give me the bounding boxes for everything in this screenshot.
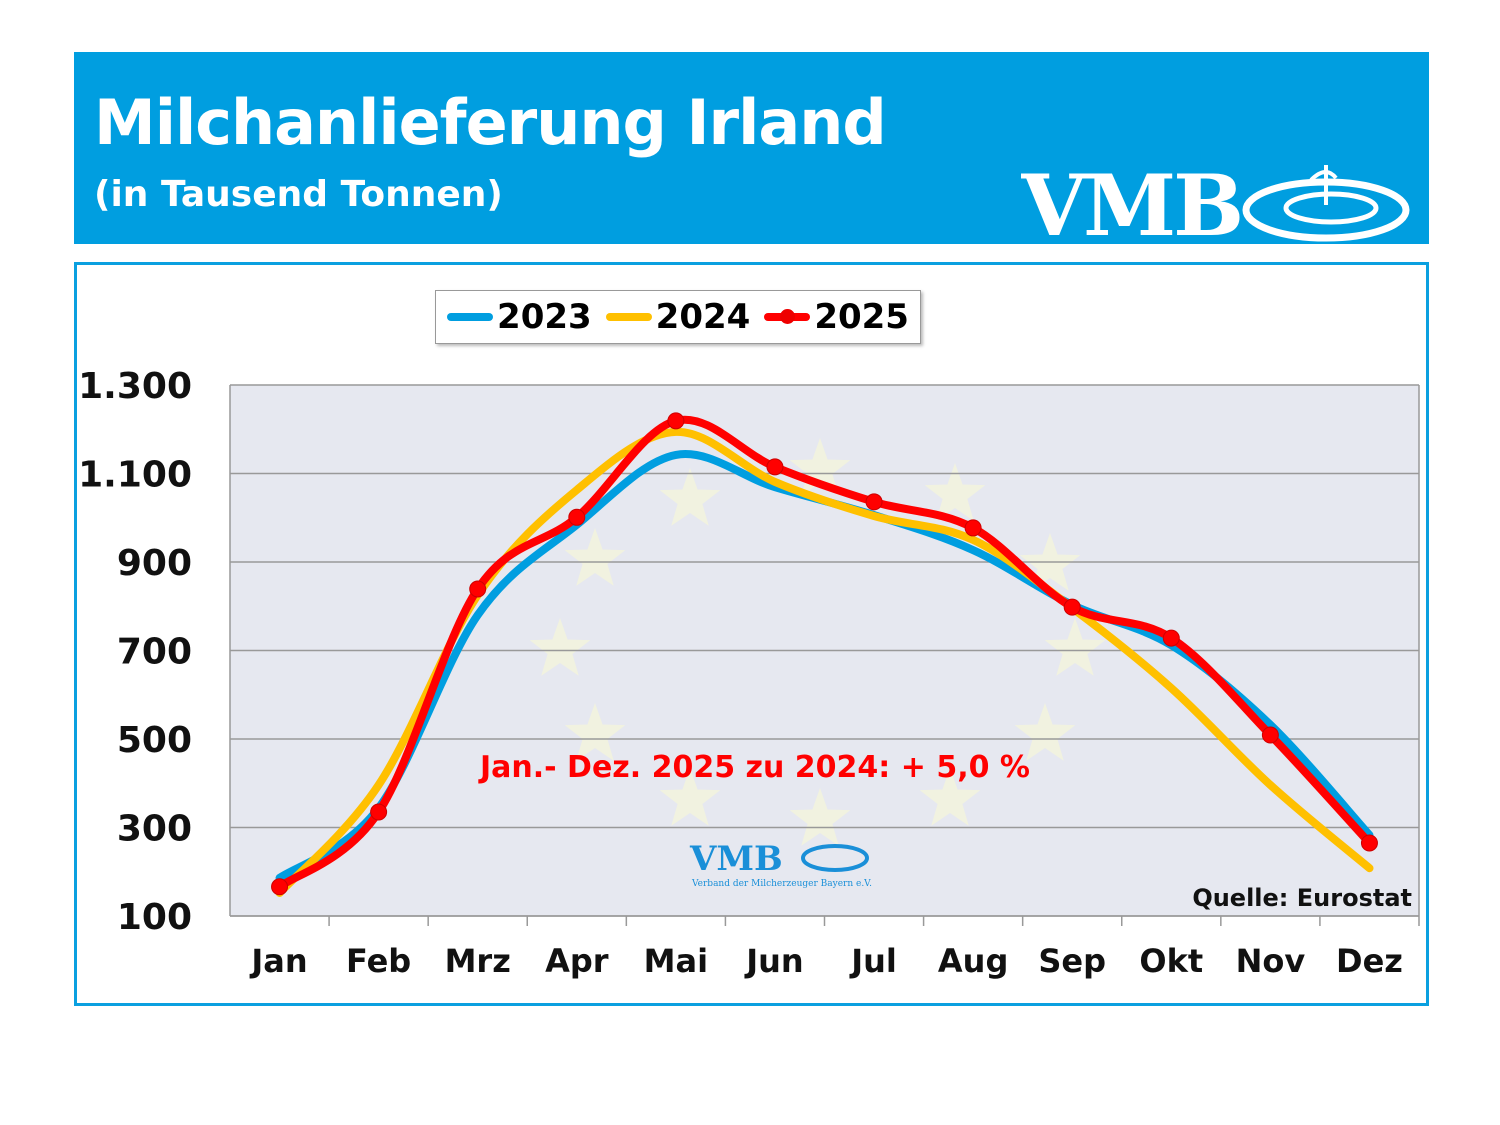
legend-item-2023: 2023	[447, 297, 592, 337]
legend-label: 2023	[497, 297, 592, 337]
vmb-logo: VMB	[1021, 160, 1421, 244]
eu-star-icon	[924, 463, 986, 521]
data-point-2025	[271, 878, 289, 896]
data-point-2025	[667, 412, 685, 430]
x-tick-label: Jul	[849, 942, 897, 980]
chart-subtitle: (in Tausend Tonnen)	[94, 174, 503, 215]
watermark-logo: VMB	[689, 839, 783, 879]
x-tick-label: Dez	[1336, 942, 1403, 980]
eu-star-icon	[789, 438, 851, 496]
source-label: Quelle: Eurostat	[1192, 884, 1412, 912]
legend-item-2024: 2024	[605, 297, 751, 337]
eu-star-icon	[919, 768, 981, 826]
x-tick-label: Mai	[644, 942, 708, 980]
x-tick-label: Aug	[938, 942, 1008, 980]
data-point-2025	[766, 458, 784, 476]
data-point-2025	[964, 519, 982, 537]
eu-star-icon	[789, 788, 851, 846]
annotation: Jan.- Dez. 2025 zu 2024: + 5,0 %	[478, 750, 1030, 785]
legend-swatch-2024	[605, 313, 652, 321]
y-tick-label: 100	[117, 897, 192, 938]
x-tick-label: Nov	[1236, 942, 1306, 980]
watermark-swirl-icon	[801, 844, 869, 872]
eu-star-icon	[659, 768, 721, 826]
data-point-2025	[568, 508, 586, 526]
data-point-2025	[1261, 726, 1279, 744]
eu-star-icon	[564, 703, 626, 761]
watermark-tagline: Verband der Milcherzeuger Bayern e.V.	[691, 879, 872, 889]
eu-star-icon	[529, 618, 591, 676]
x-tick-label: Apr	[545, 942, 609, 980]
logo-text: VMB	[1021, 160, 1244, 245]
data-point-2025	[1063, 598, 1081, 616]
header-banner: Milchanlieferung Irland (in Tausend Tonn…	[74, 52, 1429, 244]
y-tick-label: 900	[117, 543, 192, 584]
x-tick-label: Jan	[249, 942, 307, 980]
legend-label: 2024	[655, 297, 751, 337]
x-tick-label: Okt	[1139, 942, 1203, 980]
eu-star-icon	[1014, 703, 1076, 761]
eu-star-icon	[564, 528, 626, 586]
data-point-2025	[865, 493, 883, 511]
eu-star-icon	[659, 468, 721, 526]
logo-swirl-icon	[1242, 165, 1410, 242]
x-tick-label: Mrz	[445, 942, 511, 980]
y-tick-label: 700	[117, 632, 192, 673]
eu-star-icon	[1044, 618, 1106, 676]
legend-item-2025: 2025	[764, 297, 909, 337]
legend: 2023 2024 2025	[435, 290, 921, 344]
data-point-2025	[1162, 629, 1180, 647]
x-tick-label: Jun	[744, 942, 803, 980]
data-point-2025	[1360, 834, 1378, 852]
y-tick-label: 1.100	[78, 455, 192, 496]
data-point-2025	[370, 803, 388, 821]
x-tick-label: Sep	[1038, 942, 1106, 980]
x-tick-label: Feb	[346, 942, 411, 980]
y-tick-label: 500	[117, 720, 192, 761]
legend-swatch-2023	[447, 313, 494, 321]
chart-title: Milchanlieferung Irland	[94, 86, 887, 159]
legend-swatch-2025	[764, 309, 811, 324]
y-tick-label: 300	[117, 809, 192, 850]
series-line-2025	[275, 415, 1374, 891]
legend-label: 2025	[814, 297, 909, 337]
data-point-2025	[469, 580, 487, 598]
y-tick-label: 1.300	[78, 366, 192, 407]
